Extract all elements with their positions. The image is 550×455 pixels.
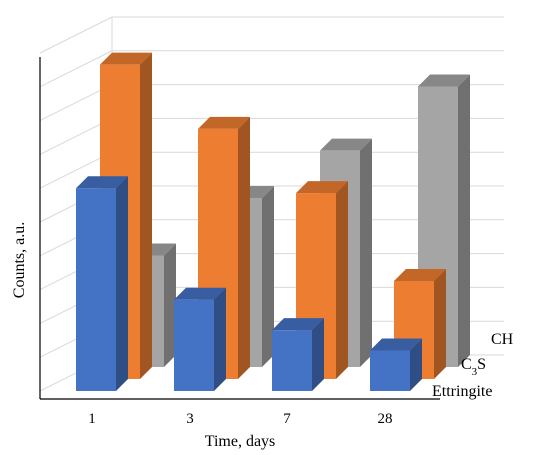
bar-side-face	[410, 338, 422, 391]
bar-front-face	[370, 350, 410, 391]
x-tick-label: 7	[283, 411, 291, 427]
bar-ettringite-3	[174, 287, 226, 391]
series-label-ch: CH	[491, 331, 514, 348]
bar-side-face	[336, 181, 348, 379]
bar-side-face	[262, 186, 274, 367]
bar-side-face	[214, 287, 226, 391]
bar-top-face	[174, 287, 226, 300]
bar-side-face	[238, 116, 250, 379]
bar-ettringite-7	[272, 318, 324, 391]
bar-top-face	[370, 338, 422, 351]
bar-top-face	[76, 176, 128, 189]
x-tick-label: 1	[88, 411, 96, 427]
bar-side-face	[140, 52, 152, 379]
bar-side-face	[164, 243, 176, 367]
y-axis-label: Counts, a.u.	[11, 222, 28, 298]
bar-side-face	[312, 318, 324, 391]
bar-side-face	[434, 268, 446, 379]
bar-front-face	[174, 299, 214, 391]
bar-top-face	[100, 52, 152, 65]
bar-ettringite-1	[76, 176, 128, 391]
bar-front-face	[272, 330, 312, 391]
bar-top-face	[320, 138, 372, 151]
bar-top-face	[418, 74, 470, 87]
bar-front-face	[76, 188, 116, 391]
bar-top-face	[394, 268, 446, 281]
bar-top-face	[272, 318, 324, 331]
bar-top-face	[198, 116, 250, 129]
series-label-c3s: C3S	[461, 356, 486, 378]
bar-side-face	[458, 74, 470, 368]
bars	[76, 52, 470, 391]
x-tick-label: 28	[378, 411, 393, 427]
bar-top-face	[296, 181, 348, 194]
x-tick-label: 3	[186, 411, 194, 427]
x-axis-label: Time, days	[205, 433, 276, 450]
series-label-ettringite: Ettringite	[432, 383, 492, 400]
bar-side-face	[360, 138, 372, 367]
bar-ettringite-28	[370, 338, 422, 391]
bar-side-face	[116, 176, 128, 391]
axes	[39, 57, 440, 400]
